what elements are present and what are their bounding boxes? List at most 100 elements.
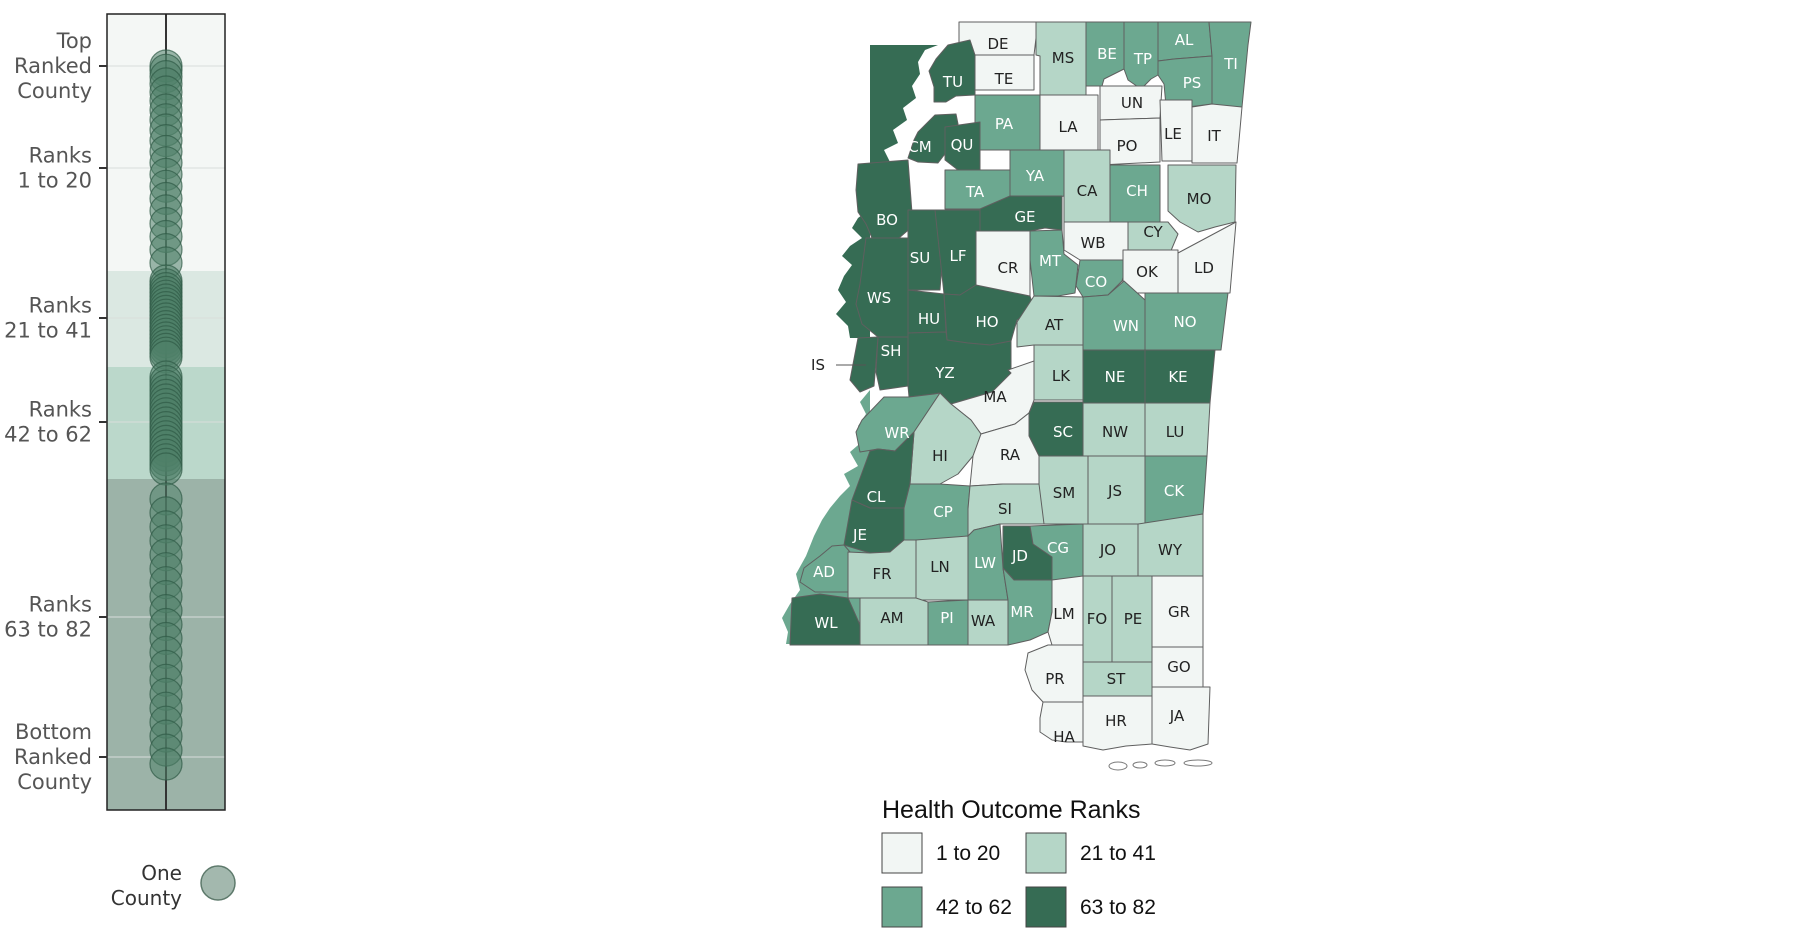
- county-label: SH: [881, 342, 902, 360]
- county-label: LF: [950, 247, 967, 265]
- county-label: SU: [910, 249, 931, 267]
- county-label: YZ: [934, 364, 954, 382]
- county-label: CR: [998, 259, 1019, 277]
- axis-label-line: Bottom: [15, 720, 92, 744]
- county-label: SM: [1053, 484, 1075, 502]
- county-label: AD: [813, 563, 835, 581]
- axis-label-line: 42 to 62: [4, 423, 92, 447]
- county-label: WA: [971, 612, 996, 630]
- legend-swatch: [881, 886, 923, 928]
- one-county-symbol: [200, 865, 236, 901]
- axis-label-line: Ranked: [14, 54, 92, 78]
- county-label: NO: [1173, 313, 1196, 331]
- county-dot: [149, 747, 183, 781]
- county-label: RA: [1000, 446, 1021, 464]
- axis-label-line: Ranks: [29, 593, 92, 617]
- county-label: PS: [1183, 74, 1202, 92]
- county-label: CO: [1085, 273, 1107, 291]
- county-tu: [928, 39, 976, 103]
- river-fringe: [836, 45, 938, 338]
- axis-label-line: 21 to 41: [4, 319, 92, 343]
- legend-items: 1 to 20 21 to 41 42 to 62 63 to 82: [881, 832, 1156, 928]
- county-label: LD: [1194, 259, 1214, 277]
- county-label: HI: [932, 447, 948, 465]
- county-label: MT: [1039, 252, 1062, 270]
- county-label: WL: [814, 614, 838, 632]
- county-label: HR: [1105, 712, 1127, 730]
- county-label: MS: [1052, 49, 1074, 67]
- axis-label-line: Ranked: [14, 745, 92, 769]
- legend-label: 1 to 20: [936, 842, 1000, 865]
- county-label: ST: [1107, 670, 1127, 688]
- county-label: GE: [1014, 208, 1035, 226]
- axis-label-line: Ranks: [29, 144, 92, 168]
- county-label: TE: [994, 70, 1014, 88]
- county-label: IS: [811, 356, 825, 374]
- county-label: JD: [1011, 547, 1028, 565]
- county-label: LU: [1166, 423, 1185, 441]
- legend-label: 42 to 62: [936, 896, 1012, 919]
- county-label: CY: [1143, 223, 1163, 241]
- axis-label-line: County: [17, 770, 92, 794]
- county-label: TI: [1223, 55, 1238, 73]
- county-label: JO: [1099, 541, 1116, 559]
- legend-label: 21 to 41: [1080, 842, 1156, 865]
- axis-label-line: 1 to 20: [17, 169, 92, 193]
- county-label: AT: [1045, 316, 1064, 334]
- county-label: TP: [1133, 50, 1152, 68]
- map-legend: Health Outcome Ranks 1 to 20 21 to 41 42 t…: [881, 796, 1156, 928]
- county-label: HU: [918, 310, 940, 328]
- strip-frame: [106, 13, 226, 811]
- one-county-key: One County: [111, 861, 236, 910]
- county-label: BO: [876, 211, 898, 229]
- county-label: LK: [1052, 367, 1071, 385]
- county-label: GR: [1168, 603, 1190, 621]
- county-label: PE: [1124, 610, 1143, 628]
- county-sh: [875, 336, 909, 391]
- county-label: WB: [1080, 234, 1105, 252]
- county-label: CG: [1047, 539, 1069, 557]
- island-4: [1183, 759, 1213, 767]
- axis-label-line: Ranks: [29, 398, 92, 422]
- county-label: OK: [1136, 263, 1159, 281]
- county-label: GO: [1167, 658, 1190, 676]
- county-label: MR: [1010, 603, 1033, 621]
- barrier-islands: [1108, 759, 1213, 771]
- county-ja: [1151, 686, 1211, 751]
- county-fr: [847, 539, 917, 599]
- county-label: WY: [1158, 541, 1183, 559]
- legend-title: Health Outcome Ranks: [882, 796, 1140, 824]
- county-layer: DE MS BE TP AL TI TU TE PS UN PA LA LE IT PO CM QU YA TA CA…: [789, 21, 1252, 751]
- county-label: CK: [1164, 482, 1185, 500]
- county-label: PR: [1045, 670, 1064, 688]
- county-te: [974, 54, 1035, 91]
- county-label: YA: [1025, 167, 1045, 185]
- county-label: TU: [942, 73, 963, 91]
- axis-label-line: Top: [56, 29, 92, 53]
- county-label: MA: [983, 388, 1007, 406]
- county-label: IT: [1207, 127, 1221, 145]
- county-label: PA: [995, 115, 1014, 133]
- county-ws: [855, 237, 909, 338]
- county-label: HO: [975, 313, 998, 331]
- axis-label-line: Ranks: [29, 294, 92, 318]
- county-label: MO: [1187, 190, 1212, 208]
- axis-label-line: 63 to 82: [4, 618, 92, 642]
- county-label: JA: [1169, 707, 1185, 725]
- county-label: SC: [1053, 423, 1073, 441]
- county-mt: [1029, 229, 1079, 297]
- county-label: LW: [974, 554, 996, 572]
- county-label: LE: [1164, 125, 1182, 143]
- county-label: DE: [987, 35, 1008, 53]
- legend-swatch: [1025, 832, 1067, 874]
- county-label: AM: [880, 609, 903, 627]
- county-no: [1144, 292, 1229, 351]
- legend-swatch: [1025, 886, 1067, 928]
- axis-label-line: County: [17, 79, 92, 103]
- county-label: NE: [1105, 368, 1126, 386]
- county-label: CM: [908, 138, 931, 156]
- county-label: KE: [1168, 368, 1187, 386]
